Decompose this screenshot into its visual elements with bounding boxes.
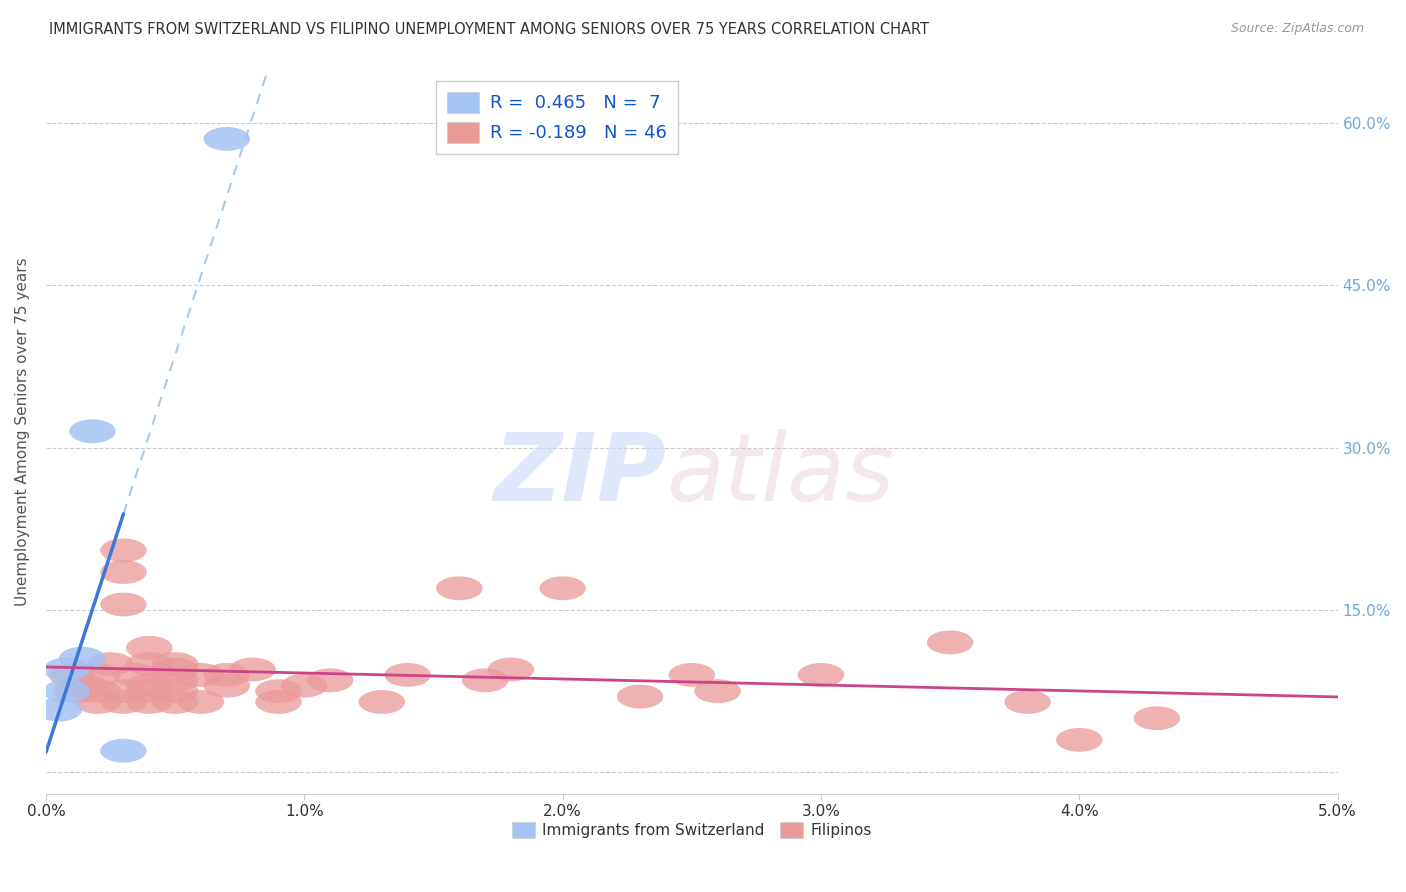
Ellipse shape: [695, 679, 741, 703]
Legend: Immigrants from Switzerland, Filipinos: Immigrants from Switzerland, Filipinos: [506, 816, 877, 845]
Ellipse shape: [44, 657, 90, 681]
Text: Source: ZipAtlas.com: Source: ZipAtlas.com: [1230, 22, 1364, 36]
Ellipse shape: [204, 127, 250, 151]
Ellipse shape: [669, 663, 716, 687]
Text: ZIP: ZIP: [494, 429, 666, 521]
Ellipse shape: [307, 668, 353, 692]
Ellipse shape: [204, 663, 250, 687]
Ellipse shape: [100, 539, 146, 562]
Ellipse shape: [177, 690, 224, 714]
Ellipse shape: [1056, 728, 1102, 752]
Ellipse shape: [152, 679, 198, 703]
Ellipse shape: [44, 679, 90, 703]
Ellipse shape: [35, 698, 82, 722]
Ellipse shape: [152, 657, 198, 681]
Y-axis label: Unemployment Among Seniors over 75 years: Unemployment Among Seniors over 75 years: [15, 257, 30, 606]
Ellipse shape: [127, 679, 173, 703]
Ellipse shape: [617, 685, 664, 708]
Ellipse shape: [1004, 690, 1050, 714]
Ellipse shape: [436, 576, 482, 600]
Ellipse shape: [488, 657, 534, 681]
Ellipse shape: [59, 647, 105, 671]
Ellipse shape: [53, 679, 100, 703]
Ellipse shape: [87, 652, 134, 676]
Ellipse shape: [1133, 706, 1180, 731]
Ellipse shape: [256, 690, 302, 714]
Ellipse shape: [100, 560, 146, 584]
Ellipse shape: [152, 668, 198, 692]
Ellipse shape: [127, 652, 173, 676]
Ellipse shape: [100, 592, 146, 616]
Ellipse shape: [69, 419, 115, 443]
Ellipse shape: [75, 663, 121, 687]
Ellipse shape: [75, 690, 121, 714]
Ellipse shape: [75, 679, 121, 703]
Ellipse shape: [62, 673, 108, 698]
Ellipse shape: [49, 663, 96, 687]
Ellipse shape: [152, 690, 198, 714]
Ellipse shape: [463, 668, 509, 692]
Ellipse shape: [100, 679, 146, 703]
Text: IMMIGRANTS FROM SWITZERLAND VS FILIPINO UNEMPLOYMENT AMONG SENIORS OVER 75 YEARS: IMMIGRANTS FROM SWITZERLAND VS FILIPINO …: [49, 22, 929, 37]
Ellipse shape: [127, 690, 173, 714]
Ellipse shape: [127, 673, 173, 698]
Ellipse shape: [204, 673, 250, 698]
Ellipse shape: [100, 690, 146, 714]
Ellipse shape: [540, 576, 586, 600]
Ellipse shape: [152, 652, 198, 676]
Ellipse shape: [112, 663, 160, 687]
Ellipse shape: [177, 663, 224, 687]
Ellipse shape: [100, 739, 146, 763]
Ellipse shape: [927, 631, 973, 655]
Ellipse shape: [359, 690, 405, 714]
Ellipse shape: [281, 673, 328, 698]
Text: atlas: atlas: [666, 429, 894, 520]
Ellipse shape: [127, 636, 173, 660]
Ellipse shape: [797, 663, 844, 687]
Ellipse shape: [229, 657, 276, 681]
Ellipse shape: [384, 663, 430, 687]
Ellipse shape: [256, 679, 302, 703]
